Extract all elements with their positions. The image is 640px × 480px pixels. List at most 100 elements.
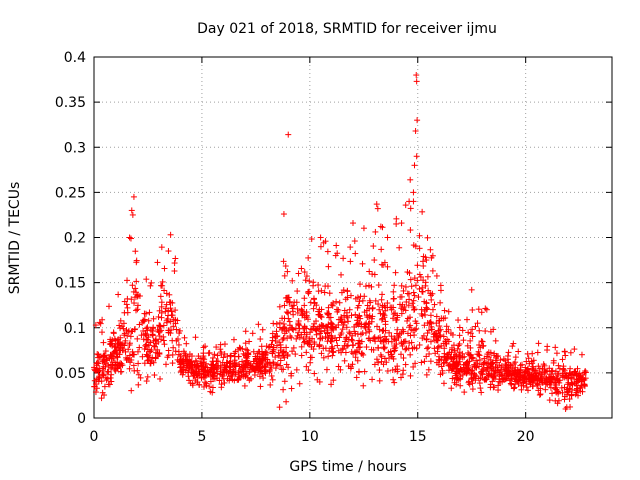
data-point xyxy=(582,369,589,376)
data-point xyxy=(354,304,361,311)
data-point xyxy=(578,351,585,358)
data-point xyxy=(355,369,362,376)
data-point xyxy=(366,297,373,304)
data-point xyxy=(182,352,189,359)
data-point xyxy=(125,356,132,363)
data-point xyxy=(301,295,308,302)
data-point xyxy=(571,376,578,383)
data-point xyxy=(281,330,288,337)
data-point xyxy=(159,278,166,285)
data-point xyxy=(200,350,207,357)
data-point xyxy=(376,377,383,384)
data-point xyxy=(295,320,302,327)
data-point xyxy=(193,358,200,365)
data-point xyxy=(425,366,432,373)
data-point xyxy=(530,367,537,374)
data-point xyxy=(146,348,153,355)
data-point xyxy=(142,331,149,338)
data-point xyxy=(430,331,437,338)
data-point xyxy=(339,326,346,333)
data-point xyxy=(433,333,440,340)
data-point xyxy=(343,324,350,331)
data-point xyxy=(391,379,398,386)
data-point xyxy=(358,321,365,328)
data-point xyxy=(456,332,463,339)
data-point xyxy=(495,387,502,394)
data-point xyxy=(176,358,183,365)
data-point xyxy=(441,307,448,314)
data-point xyxy=(464,358,471,365)
data-point xyxy=(352,354,359,361)
data-point xyxy=(242,328,249,335)
data-point xyxy=(461,389,468,396)
data-point xyxy=(278,326,285,333)
data-point xyxy=(315,288,322,295)
data-point xyxy=(258,353,265,360)
data-point xyxy=(132,285,139,292)
data-point xyxy=(541,366,548,373)
data-point xyxy=(254,362,261,369)
data-point xyxy=(134,291,141,298)
data-point xyxy=(111,350,118,357)
data-point xyxy=(200,359,207,366)
data-point xyxy=(152,349,159,356)
data-point xyxy=(317,234,324,241)
data-point xyxy=(402,346,409,353)
data-point xyxy=(465,329,472,336)
data-point xyxy=(376,367,383,374)
data-point xyxy=(130,193,137,200)
data-point xyxy=(154,259,161,266)
data-point xyxy=(523,384,530,391)
data-point xyxy=(412,128,419,135)
data-point xyxy=(325,310,332,317)
data-point xyxy=(424,273,431,280)
data-point xyxy=(425,344,432,351)
data-point xyxy=(524,387,531,394)
data-point xyxy=(448,356,455,363)
data-point xyxy=(427,246,434,253)
data-point xyxy=(279,325,286,332)
data-point xyxy=(136,344,143,351)
data-point xyxy=(391,282,398,289)
data-point xyxy=(267,367,274,374)
data-point xyxy=(421,358,428,365)
data-point xyxy=(558,384,565,391)
data-point xyxy=(322,345,329,352)
data-point xyxy=(489,378,496,385)
data-point xyxy=(126,352,133,359)
data-point xyxy=(119,346,126,353)
data-point xyxy=(143,378,150,385)
data-point xyxy=(279,315,286,322)
data-point xyxy=(390,355,397,362)
data-point xyxy=(207,388,214,395)
data-point xyxy=(123,326,130,333)
data-point xyxy=(447,330,454,337)
data-point xyxy=(488,365,495,372)
data-point xyxy=(238,368,245,375)
data-point xyxy=(143,336,150,343)
data-point xyxy=(573,372,580,379)
data-point xyxy=(257,367,264,374)
data-point xyxy=(567,349,574,356)
data-point xyxy=(451,379,458,386)
data-point xyxy=(248,375,255,382)
data-point xyxy=(324,248,331,255)
data-point xyxy=(435,356,442,363)
data-point xyxy=(224,368,231,375)
data-point xyxy=(276,339,283,346)
data-point xyxy=(474,320,481,327)
data-point xyxy=(197,360,204,367)
data-point xyxy=(288,385,295,392)
data-point xyxy=(135,360,142,367)
data-point xyxy=(379,304,386,311)
data-point xyxy=(520,382,527,389)
data-point xyxy=(578,382,585,389)
data-point xyxy=(303,363,310,370)
y-tick-label: 0.15 xyxy=(55,276,86,292)
data-point xyxy=(314,376,321,383)
data-point xyxy=(395,333,402,340)
data-point xyxy=(235,369,242,376)
data-point xyxy=(258,343,265,350)
data-point xyxy=(419,284,426,291)
data-point xyxy=(491,350,498,357)
